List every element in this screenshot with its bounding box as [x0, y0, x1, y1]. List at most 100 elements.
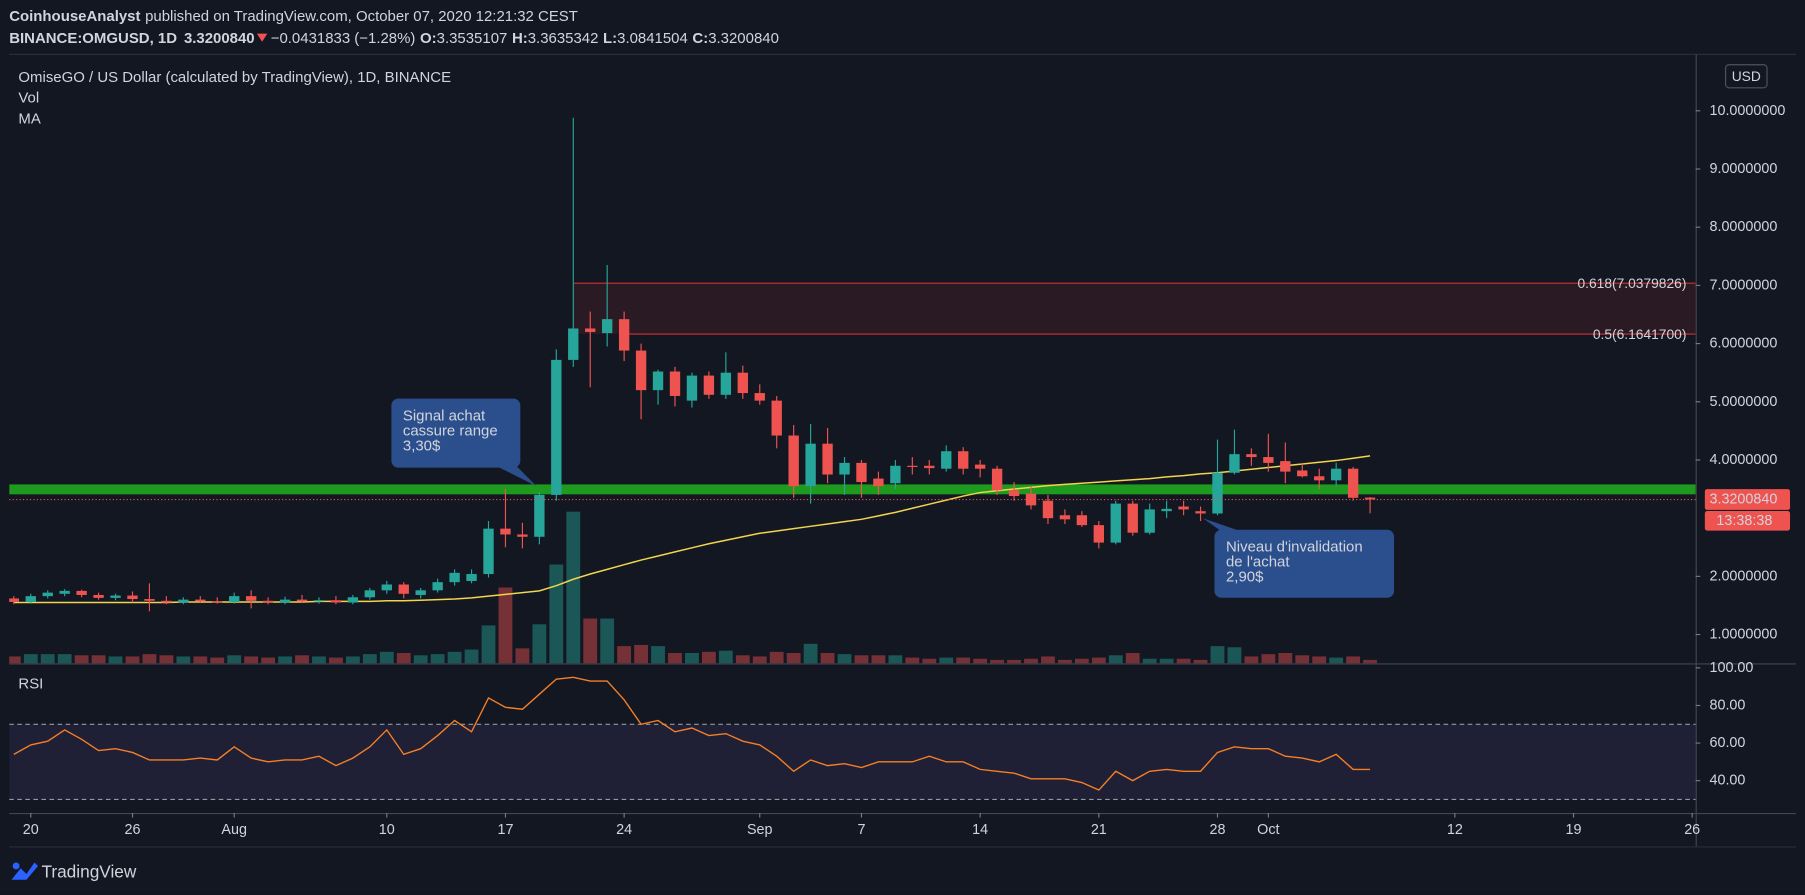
volume-bar — [803, 643, 818, 664]
x-tick-label: 21 — [1091, 822, 1107, 838]
rsi-tick-label: 60.00 — [1709, 735, 1745, 751]
candle-body — [245, 596, 257, 601]
currency-button[interactable] — [1724, 64, 1768, 89]
volume-bar — [362, 654, 377, 664]
volume-bar — [1159, 658, 1174, 664]
candle-body — [42, 592, 53, 597]
currency-label[interactable]: USD — [1732, 68, 1761, 84]
candle-body — [144, 599, 155, 601]
volume-bar — [1142, 658, 1157, 664]
volume-bar — [379, 651, 394, 664]
volume-bar — [1024, 658, 1038, 664]
volume-bar — [1278, 652, 1293, 664]
candle-body — [76, 590, 87, 595]
volume-bar — [583, 618, 598, 664]
candle-body — [59, 590, 70, 594]
volume-bar — [1041, 656, 1055, 664]
y-tick-label: 6.0000000 — [1709, 336, 1777, 352]
volume-bar — [125, 656, 140, 664]
volume-bar — [990, 659, 1005, 664]
callout-text: Niveau d'invalidation — [1226, 539, 1363, 556]
candle-body — [347, 597, 359, 603]
candle-body — [178, 599, 189, 603]
candle-body — [127, 595, 138, 600]
rsi-legend: RSI — [18, 676, 43, 693]
volume-bar — [23, 654, 38, 664]
volume-bar — [108, 656, 123, 664]
volume-bar — [905, 657, 920, 664]
candle-body — [822, 443, 833, 475]
ohlc-key: O: — [420, 30, 437, 47]
candle-body — [958, 451, 969, 469]
y-tick-label: 9.0000000 — [1709, 161, 1777, 177]
candle-body — [229, 596, 240, 602]
volume-bar — [617, 646, 632, 664]
x-tick-label: 14 — [972, 822, 988, 838]
candle-body — [1330, 468, 1342, 481]
volume-bar — [244, 656, 259, 664]
candle-body — [737, 372, 748, 394]
candle-body — [635, 350, 647, 391]
published-info: published on TradingView.com, October 07… — [145, 8, 578, 25]
x-tick-label: 7 — [857, 822, 865, 838]
volume-bar — [210, 657, 225, 664]
volume-bar — [176, 656, 191, 664]
callout-box — [1214, 529, 1395, 598]
volume-bar — [532, 624, 547, 664]
volume-bar — [159, 655, 174, 664]
rsi-tick-label: 100.00 — [1709, 660, 1753, 676]
volume-bar — [40, 654, 55, 664]
volume-bar — [786, 652, 801, 664]
volume-bar — [345, 656, 360, 664]
volume-bar — [888, 655, 903, 664]
candle-body — [856, 462, 867, 483]
candle-body — [1127, 503, 1138, 533]
y-tick-label: 10.0000000 — [1709, 103, 1785, 119]
volume-bar — [1007, 659, 1021, 664]
candle-body — [771, 400, 782, 436]
down-arrow-icon — [256, 33, 268, 42]
candle-body — [432, 582, 443, 591]
ohlc-value: 3.3535107 — [437, 30, 508, 47]
logo-mark — [11, 862, 38, 880]
candle-body — [1364, 497, 1376, 500]
candle-body — [1347, 468, 1359, 498]
volume-bar — [769, 651, 784, 664]
volume-bar — [74, 655, 89, 664]
candle-body — [330, 600, 342, 603]
candle-body — [907, 465, 918, 467]
candle-body — [618, 319, 630, 351]
candle-body — [1178, 506, 1189, 510]
y-tick-label: 4.0000000 — [1709, 452, 1777, 468]
x-tick-label: 26 — [124, 822, 140, 838]
fib-level-label: 0.618(7.0379826) — [1577, 275, 1686, 291]
volume-bar — [1193, 659, 1208, 664]
candle-body — [568, 328, 579, 360]
candle-body — [1195, 511, 1206, 514]
candle-body — [1076, 515, 1088, 526]
price-pane: 0.618(7.0379826) 0.5(6.1641700) — [9, 117, 1696, 664]
candle-body — [669, 371, 681, 396]
volume-bar — [430, 654, 445, 664]
volume-bar — [278, 656, 292, 664]
tradingview-logo — [11, 862, 38, 880]
last-price: 3.3200840 — [184, 30, 255, 47]
candle-body — [161, 600, 172, 603]
fib-level-label: 0.5(6.1641700) — [1593, 326, 1687, 342]
candle-body — [1314, 476, 1325, 481]
candle-body — [25, 596, 36, 602]
volume-bar — [91, 655, 106, 664]
candle-body — [466, 574, 477, 582]
volume-bar — [1329, 657, 1344, 664]
author: CoinhouseAnalyst — [9, 8, 140, 25]
volume-bar — [227, 655, 242, 664]
candle-body — [483, 528, 494, 575]
volume-bar — [973, 658, 988, 664]
candle-body — [398, 584, 409, 594]
volume-bar — [1210, 646, 1225, 664]
candle-body — [1212, 472, 1223, 514]
candle-body — [890, 465, 901, 484]
volume-legend: Vol — [18, 90, 39, 107]
